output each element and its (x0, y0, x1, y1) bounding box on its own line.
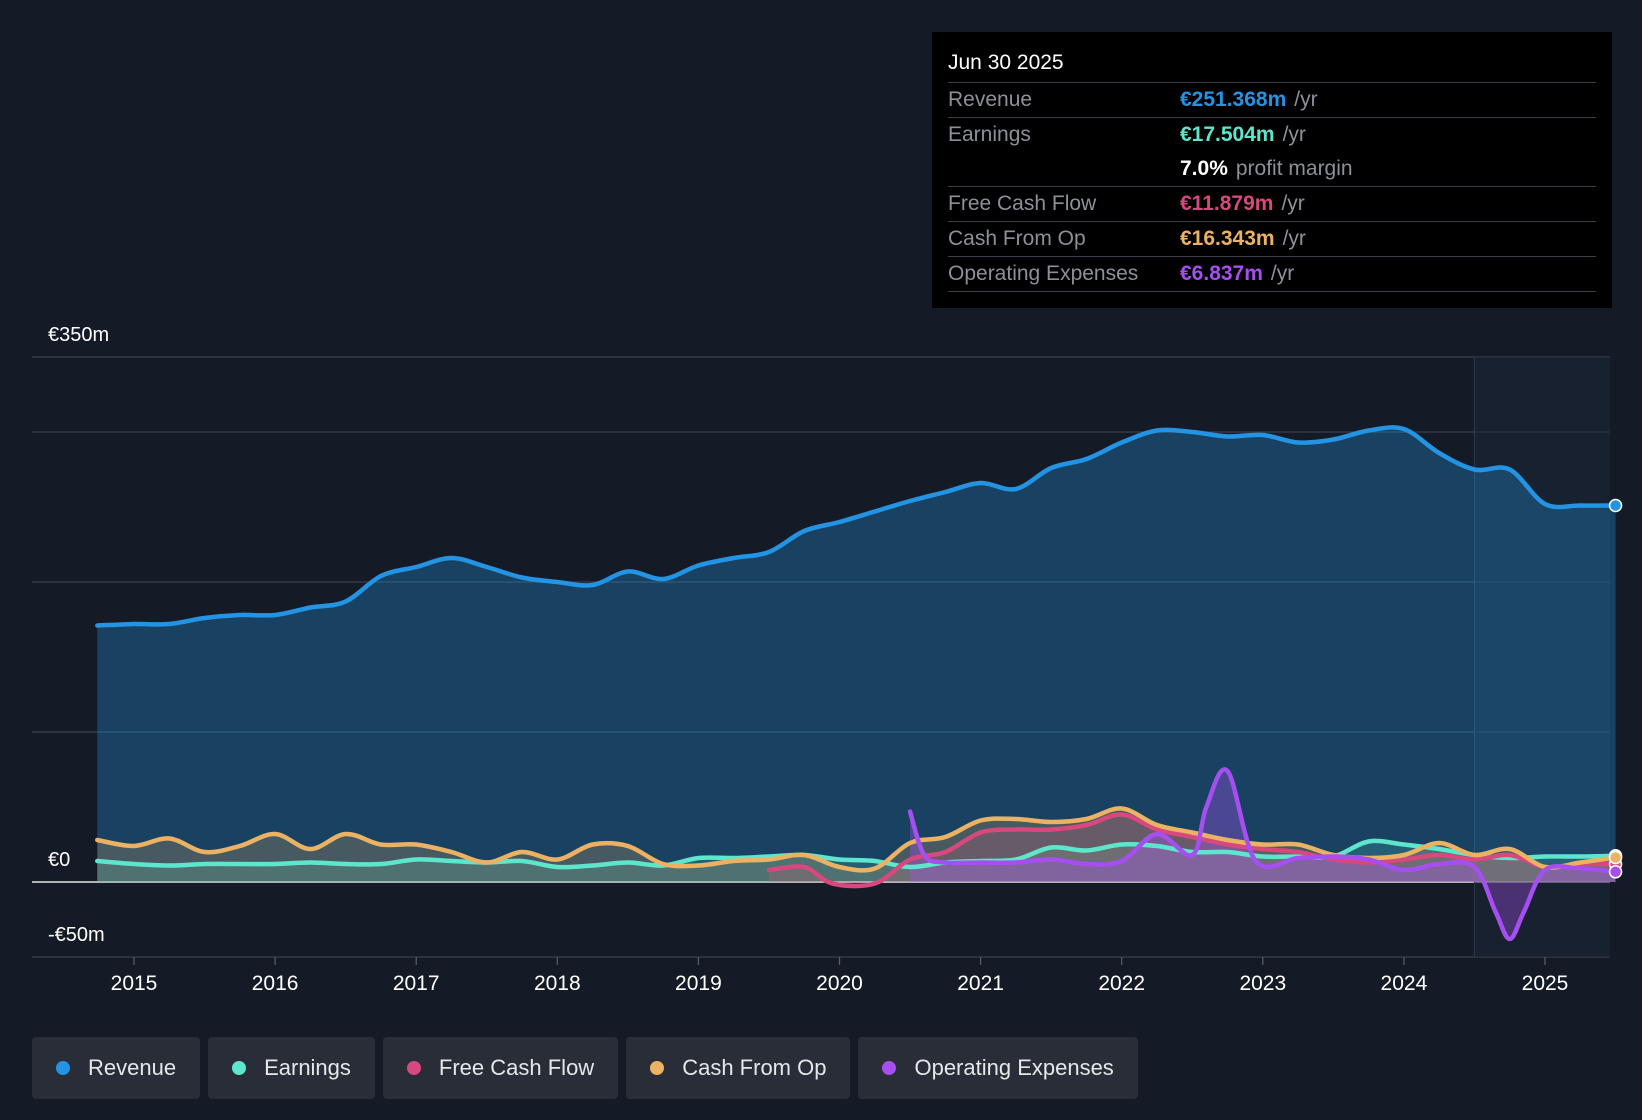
tooltip-unit: /yr (1282, 227, 1306, 250)
x-axis-labels: 2015 2016 2017 2018 2019 2020 2021 2022 2023 2024… (111, 957, 1569, 995)
tooltip-label: Cash From Op (948, 227, 1086, 250)
legend-item-operating-expenses[interactable]: Operating Expenses (858, 1037, 1138, 1099)
tooltip-value: €17.504m (1180, 123, 1275, 146)
tooltip-label: Revenue (948, 88, 1033, 111)
tooltip: Jun 30 2025 Revenue €251.368m /yr Earnin… (932, 32, 1612, 308)
tooltip-unit: profit margin (1235, 157, 1353, 180)
x-tick-label: 2021 (957, 972, 1004, 995)
x-tick-label: 2022 (1098, 972, 1145, 995)
y-axis-labels: €350m €0 -€50m (48, 324, 109, 946)
tooltip-label: Operating Expenses (948, 262, 1139, 285)
x-tick-label: 2023 (1239, 972, 1286, 995)
legend-dot-icon (650, 1061, 665, 1075)
tooltip-row-free-cash-flow: Free Cash Flow €11.879m /yr (948, 187, 1596, 222)
x-tick-label: 2025 (1522, 972, 1569, 995)
legend-label: Free Cash Flow (438, 1055, 595, 1080)
legend-item-free-cash-flow[interactable]: Free Cash Flow (382, 1037, 619, 1099)
legend-item-earnings[interactable]: Earnings (208, 1037, 375, 1099)
tooltip-row-cash-from-op: Cash From Op €16.343m /yr (948, 222, 1596, 257)
x-tick-label: 2020 (816, 972, 863, 995)
x-tick-label: 2024 (1381, 972, 1428, 995)
y-tick-label: €350m (48, 324, 109, 346)
line-free-cash-flow (766, 812, 1618, 889)
legend-label: Operating Expenses (914, 1055, 1114, 1080)
y-tick-label: €0 (48, 849, 70, 871)
endpoint-operating-expenses (1608, 865, 1623, 879)
tooltip-row-operating-expenses: Operating Expenses €6.837m /yr (948, 257, 1596, 292)
line-revenue (95, 425, 1618, 628)
line-earnings (95, 838, 1618, 870)
tooltip-date: Jun 30 2025 (948, 46, 1596, 83)
endpoint-cash-from-op (1608, 850, 1623, 865)
x-tick-label: 2017 (393, 972, 440, 995)
tooltip-label: Earnings (948, 123, 1031, 146)
legend-item-revenue[interactable]: Revenue (32, 1037, 201, 1099)
line-operating-expenses (907, 767, 1618, 942)
tooltip-unit: /yr (1294, 88, 1318, 111)
x-tick-label: 2016 (252, 972, 299, 995)
legend-dot-icon (882, 1061, 897, 1075)
tooltip-row-profit-margin: 7.0% profit margin (948, 152, 1596, 187)
legend: Revenue Earnings Free Cash Flow Cash Fro… (32, 1037, 1138, 1099)
legend-item-cash-from-op[interactable]: Cash From Op (626, 1037, 851, 1099)
gridlines (32, 356, 1610, 958)
x-tick-label: 2018 (534, 972, 581, 995)
tooltip-value: €251.368m (1180, 88, 1287, 111)
tooltip-label: Free Cash Flow (948, 192, 1097, 215)
x-tick-label: 2019 (675, 972, 722, 995)
legend-dot-icon (232, 1061, 247, 1075)
y-tick-label: -€50m (48, 924, 105, 946)
tooltip-row-earnings: Earnings €17.504m /yr (948, 118, 1596, 152)
tooltip-value: €11.879m (1180, 192, 1274, 215)
tooltip-unit: /yr (1281, 192, 1305, 215)
legend-dot-icon (56, 1061, 70, 1075)
area-revenue (97, 427, 1616, 882)
series-endpoints (1608, 498, 1623, 879)
tooltip-row-revenue: Revenue €251.368m /yr (948, 83, 1596, 118)
tooltip-value: 7.0% (1180, 157, 1228, 180)
series-lines (95, 425, 1618, 942)
tooltip-value: €6.837m (1180, 262, 1263, 285)
legend-label: Earnings (264, 1055, 351, 1080)
legend-dot-icon (406, 1061, 421, 1075)
endpoint-revenue (1608, 498, 1623, 513)
tooltip-unit: /yr (1282, 123, 1306, 146)
legend-label: Cash From Op (682, 1055, 827, 1080)
legend-label: Revenue (88, 1055, 177, 1080)
tooltip-value: €16.343m (1180, 227, 1275, 250)
x-tick-label: 2015 (111, 972, 158, 995)
tooltip-unit: /yr (1270, 262, 1295, 285)
tooltip-label (948, 152, 1180, 186)
